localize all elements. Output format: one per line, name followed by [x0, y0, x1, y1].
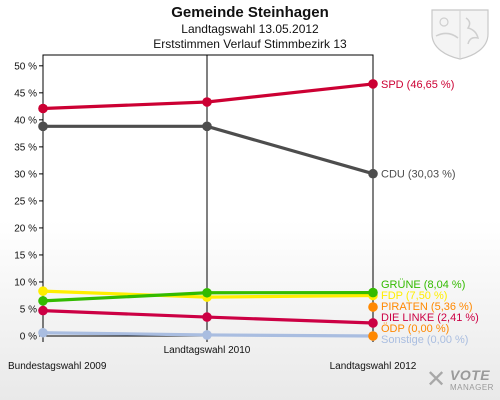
data-point — [202, 97, 212, 107]
data-point — [202, 330, 212, 340]
series-end-label: GRÜNE (8,04 %) — [381, 279, 465, 291]
x-tick-label: Bundestagswahl 2009 — [8, 361, 107, 372]
y-tick-label: 15 % — [14, 250, 37, 261]
x-tick-label: Landtagswahl 2012 — [330, 361, 417, 372]
y-tick-label: 30 % — [14, 169, 37, 180]
y-tick-label: 25 % — [14, 196, 37, 207]
data-point — [368, 287, 378, 298]
logo-text-manager: MANAGER — [450, 383, 494, 392]
data-point — [368, 318, 378, 328]
data-point — [202, 312, 212, 322]
series-end-label: DIE LINKE (2,41 %) — [381, 312, 479, 324]
x-tick-label: Landtagswahl 2010 — [164, 345, 251, 356]
data-point — [368, 302, 378, 312]
coat-of-arms-icon — [431, 9, 489, 60]
y-tick-label: 20 % — [14, 223, 37, 234]
data-point — [38, 103, 48, 114]
y-tick-label: 50 % — [14, 61, 37, 72]
chart-subtitle-description: Erststimmen Verlauf Stimmbezirk 13 — [153, 37, 347, 51]
series-line-cdu — [43, 124, 374, 176]
data-point — [202, 121, 212, 132]
y-tick-label: 35 % — [14, 142, 37, 153]
chart-subtitle-election: Landtagswahl 13.05.2012 — [181, 22, 319, 36]
series-end-label: FDP (7,50 %) — [381, 290, 447, 302]
series-end-label: Sonstige (0,00 %) — [381, 334, 468, 346]
y-tick-label: 40 % — [14, 115, 37, 126]
data-point — [38, 327, 48, 338]
y-tick-label: 10 % — [14, 277, 37, 288]
vote-manager-x-mark-icon: ✕ — [426, 366, 447, 393]
series-end-label: SPD (46,65 %) — [381, 79, 454, 91]
data-point — [38, 296, 48, 306]
data-point — [38, 121, 48, 132]
data-point — [368, 331, 378, 341]
y-tick-label: 5 % — [20, 304, 37, 315]
data-point — [368, 79, 378, 89]
series-end-label: CDU (30,03 %) — [381, 169, 456, 181]
y-tick-label: 45 % — [14, 88, 37, 99]
vote-manager-logo: ✕ VOTE MANAGER — [424, 366, 496, 396]
y-tick-label: 0 % — [20, 332, 37, 343]
series-end-label: PIRATEN (5,36 %) — [381, 301, 473, 313]
chart-titles: Gemeinde Steinhagen Landtagswahl 13.05.2… — [0, 4, 500, 52]
data-point — [368, 168, 378, 179]
data-point — [38, 305, 48, 316]
data-point — [38, 286, 48, 296]
series-end-label: ÖDP (0,00 %) — [381, 323, 449, 335]
data-point — [202, 287, 212, 298]
chart-title: Gemeinde Steinhagen — [171, 4, 329, 21]
logo-text-vote: VOTE — [450, 367, 491, 383]
